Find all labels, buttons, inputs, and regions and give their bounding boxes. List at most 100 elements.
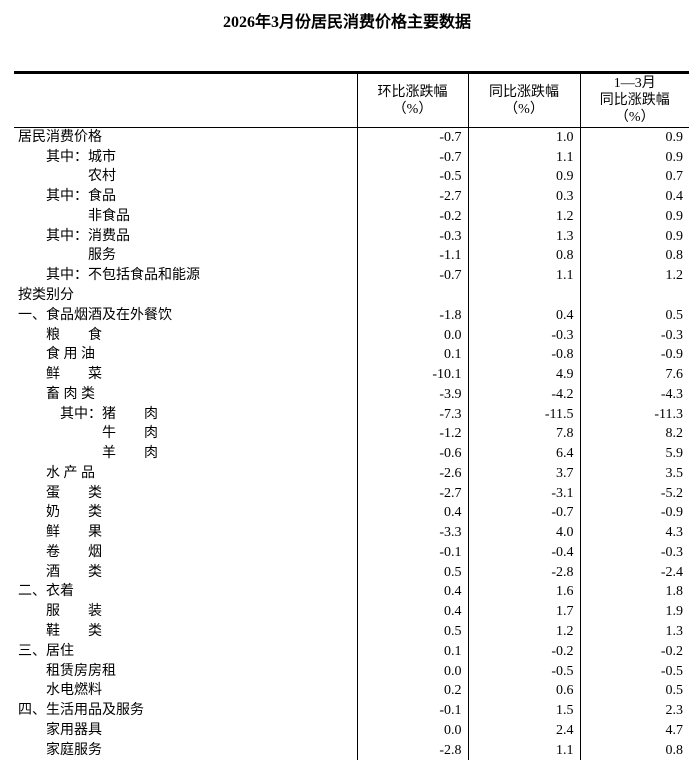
row-label: 畜 肉 类 [46,386,95,402]
row-label: 四、生活用品及服务 [18,703,144,719]
mom-value: 0.2 [356,680,468,701]
row-label: 鲜 果 [46,525,102,541]
ytd-value: 0.9 [579,206,689,227]
mom-value: 0.0 [356,720,468,741]
yoy-value: 1.1 [467,147,580,168]
mom-value: -2.8 [356,740,468,760]
mom-value: -10.1 [356,364,468,385]
table-row: 三、居住 0.1 -0.2 -0.2 [14,641,689,662]
header-ytd-unit: （%） [614,110,655,125]
header-mom-unit: （%） [392,101,433,117]
ytd-value: -4.3 [579,384,689,405]
header-ytd-label: 同比涨跌幅 [599,93,670,108]
table-row: 二、衣着 0.4 1.6 1.8 [14,582,689,602]
yoy-value [467,285,580,306]
ytd-value: 1.3 [579,621,689,642]
yoy-value: -0.7 [467,503,580,523]
yoy-value: -4.2 [467,384,580,405]
yoy-value: 2.4 [467,720,580,741]
ytd-value: 4.3 [579,522,689,543]
table-row: 其中：不包括食品和能源 -0.7 1.1 1.2 [14,265,689,286]
table-row: 其中：猪 肉 -7.3 -11.5 -11.3 [14,404,689,424]
ytd-value: -5.2 [579,483,689,504]
mom-value: -3.3 [356,522,468,543]
row-label: 粮 食 [46,327,102,343]
row-label: 水 产 品 [46,465,95,481]
header-yoy-label: 同比涨跌幅 [489,84,559,100]
yoy-value: -2.8 [467,562,580,583]
mom-value: -3.9 [356,384,468,405]
row-label: 家庭服务 [46,742,102,758]
yoy-value: 1.0 [467,127,580,148]
page-title: 2026年3月份居民消费价格主要数据 [222,14,471,31]
yoy-value: -0.5 [467,661,580,681]
row-label: 居民消费价格 [18,130,102,146]
ytd-value: 3.5 [579,463,689,484]
mom-value: 0.0 [356,661,468,681]
table-row: 按类别分 [14,285,689,306]
row-label: 水电燃料 [46,683,102,699]
yoy-value: 1.6 [467,582,580,602]
row-label: 其中：消费品 [46,228,130,244]
ytd-value: 0.9 [579,147,689,168]
row-label: 鲜 菜 [46,367,102,383]
table-row: 水 产 品 -2.6 3.7 3.5 [14,463,689,484]
table-row: 家庭服务 -2.8 1.1 0.8 [14,740,689,760]
mom-value: 0.0 [356,325,468,345]
row-label: 其中：不包括食品和能源 [46,268,200,284]
ytd-value: 0.9 [579,226,689,247]
mom-value: 0.5 [356,562,468,583]
mom-value: 0.4 [356,582,468,602]
mom-value: -2.6 [356,463,468,484]
mom-value: -0.6 [356,443,468,464]
yoy-value: -0.2 [467,641,580,662]
table-row: 畜 肉 类 -3.9 -4.2 -4.3 [14,384,689,405]
header-ytd-period: 1—3月 [613,76,656,91]
table-row: 居民消费价格 -0.7 1.0 0.9 [14,127,689,148]
table-row: 粮 食 0.0 -0.3 -0.3 [14,325,689,345]
mom-value: -0.2 [356,206,468,227]
yoy-value: 7.8 [467,423,580,444]
table-row: 牛 肉 -1.2 7.8 8.2 [14,423,689,444]
row-label: 奶 类 [46,505,102,521]
table-row: 其中：食品 -2.7 0.3 0.4 [14,186,689,207]
mom-value: 0.1 [356,344,468,365]
ytd-value: 5.9 [579,443,689,464]
yoy-value: 1.1 [467,265,580,286]
ytd-value: 0.8 [579,740,689,760]
yoy-value: 1.2 [467,206,580,227]
yoy-value: 1.7 [467,601,580,622]
row-label: 鞋 类 [46,624,102,640]
ytd-value: 1.9 [579,601,689,622]
yoy-value: -3.1 [467,483,580,504]
yoy-value: -0.3 [467,325,580,345]
table-row: 家用器具 0.0 2.4 4.7 [14,720,689,741]
row-label: 农村 [88,169,116,185]
header-item [14,71,357,128]
ytd-value: -0.9 [579,503,689,523]
row-label: 酒 类 [46,564,102,580]
header-yoy: 同比涨跌幅 （%） [467,71,580,128]
header-row: 环比涨跌幅 （%） 同比涨跌幅 （%） 1—3月 同比涨跌幅 （%） [14,71,689,128]
row-label: 服务 [88,248,116,264]
ytd-value: 0.5 [579,305,689,326]
row-label: 一、食品烟酒及在外餐饮 [18,307,172,323]
mom-value [356,285,468,306]
ytd-value: -0.3 [579,325,689,345]
table-row: 农村 -0.5 0.9 0.7 [14,167,689,187]
mom-value: -7.3 [356,404,468,424]
mom-value: -0.7 [356,147,468,168]
yoy-value: 1.2 [467,621,580,642]
ytd-value: 8.2 [579,423,689,444]
row-label: 牛 肉 [102,426,158,442]
table-row: 四、生活用品及服务 -0.1 1.5 2.3 [14,700,689,721]
ytd-value: 0.9 [579,127,689,148]
table-row: 服务 -1.1 0.8 0.8 [14,246,689,266]
ytd-value: 0.5 [579,680,689,701]
table-row: 奶 类 0.4 -0.7 -0.9 [14,503,689,523]
table-row: 卷 烟 -0.1 -0.4 -0.3 [14,542,689,563]
header-mom: 环比涨跌幅 （%） [356,71,468,128]
mom-value: -1.2 [356,423,468,444]
mom-value: -1.8 [356,305,468,326]
mom-value: -0.1 [356,542,468,563]
